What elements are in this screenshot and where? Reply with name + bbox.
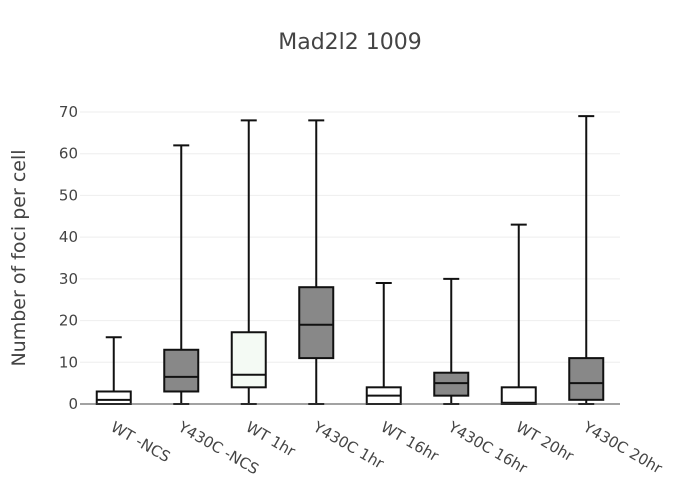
- box-group: [298, 119, 335, 405]
- iqr-box: [500, 386, 537, 406]
- x-tick-label: Y430C 1hr: [309, 417, 387, 473]
- iqr-box: [568, 357, 605, 401]
- y-axis-ticks: 0 10 20 30 40 50 60 70: [59, 103, 78, 413]
- chart-title: Mad2l2 1009: [278, 30, 422, 55]
- y-tick-label: 10: [59, 353, 78, 371]
- x-tick-label: WT 16hr: [378, 418, 443, 466]
- iqr-box: [230, 331, 267, 389]
- boxes: [95, 115, 605, 406]
- x-tick-label: Y430C 20hr: [579, 417, 666, 477]
- y-tick-label: 0: [68, 395, 78, 413]
- x-tick-label: WT 1hr: [243, 418, 299, 461]
- box-group: [568, 115, 605, 405]
- gridlines: [80, 111, 620, 363]
- box-group: [230, 119, 267, 405]
- y-tick-label: 50: [59, 186, 78, 204]
- y-tick-label: 20: [59, 312, 78, 330]
- x-tick-label: WT -NCS: [108, 418, 174, 466]
- box-group: [500, 223, 537, 406]
- y-axis-label: Number of foci per cell: [8, 149, 30, 366]
- box-group: [95, 336, 132, 406]
- y-tick-label: 70: [59, 103, 78, 121]
- iqr-box: [433, 371, 470, 397]
- box-group: [163, 144, 200, 405]
- y-tick-label: 30: [59, 270, 78, 288]
- y-tick-label: 60: [59, 145, 78, 163]
- box-group: [433, 277, 470, 405]
- iqr-box: [298, 286, 335, 360]
- box-group: [365, 282, 402, 406]
- iqr-box: [95, 390, 132, 406]
- iqr-box: [163, 348, 200, 393]
- y-tick-label: 40: [59, 228, 78, 246]
